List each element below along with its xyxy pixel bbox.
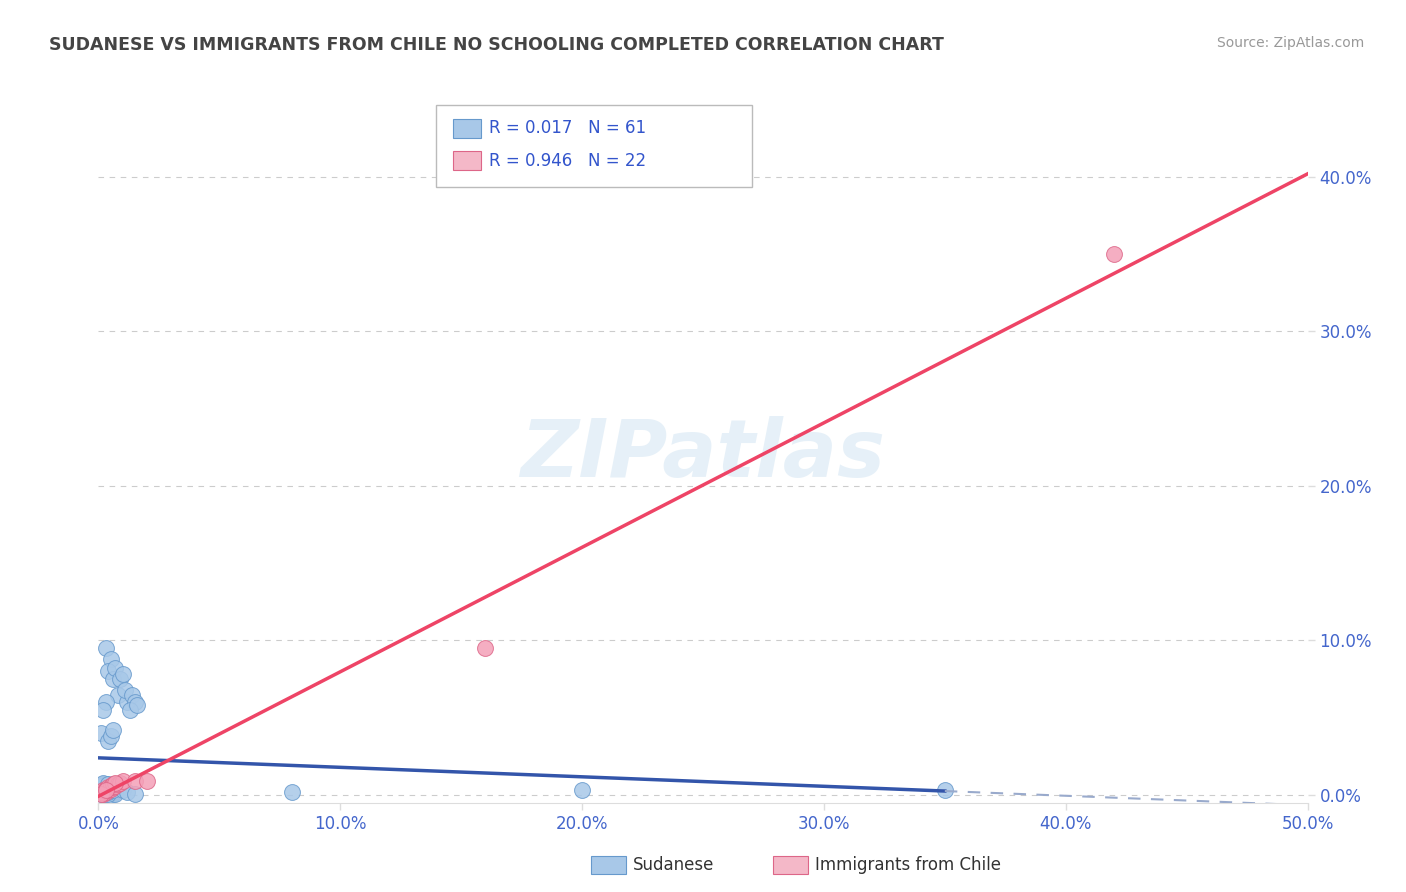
- Point: [91, 703, 114, 717]
- Point: [94, 785, 117, 799]
- Point: [114, 682, 136, 697]
- Text: Immigrants from Chile: Immigrants from Chile: [815, 856, 1001, 874]
- Point: [934, 783, 956, 797]
- Point: [124, 695, 146, 709]
- Point: [571, 783, 593, 797]
- Point: [111, 783, 134, 797]
- Point: [97, 780, 120, 795]
- Point: [108, 775, 131, 789]
- Point: [94, 783, 117, 797]
- Point: [107, 777, 129, 791]
- Point: [127, 698, 149, 713]
- Point: [474, 641, 496, 656]
- Point: [101, 777, 124, 791]
- Point: [91, 787, 114, 801]
- Point: [97, 777, 120, 791]
- Point: [108, 672, 131, 686]
- Point: [100, 781, 122, 796]
- Text: Source: ZipAtlas.com: Source: ZipAtlas.com: [1216, 36, 1364, 50]
- Point: [90, 783, 112, 797]
- Point: [100, 785, 122, 799]
- Point: [101, 672, 124, 686]
- Point: [124, 787, 146, 801]
- Point: [117, 695, 139, 709]
- Point: [90, 787, 112, 801]
- Point: [97, 783, 120, 797]
- Point: [90, 785, 112, 799]
- Text: R = 0.946   N = 22: R = 0.946 N = 22: [489, 152, 647, 169]
- Text: R = 0.017   N = 61: R = 0.017 N = 61: [489, 120, 647, 137]
- Point: [94, 781, 117, 796]
- Point: [91, 787, 114, 801]
- Point: [104, 787, 127, 801]
- Point: [107, 688, 129, 702]
- Point: [100, 783, 122, 797]
- Point: [94, 695, 117, 709]
- Point: [100, 781, 122, 796]
- Point: [90, 780, 112, 795]
- Point: [97, 780, 120, 795]
- Point: [97, 781, 120, 796]
- Point: [91, 783, 114, 797]
- Point: [94, 787, 117, 801]
- Point: [104, 779, 127, 793]
- Point: [94, 641, 117, 656]
- Point: [90, 779, 112, 793]
- Point: [91, 781, 114, 796]
- Point: [91, 779, 114, 793]
- Point: [101, 783, 124, 797]
- Text: ZIPatlas: ZIPatlas: [520, 416, 886, 494]
- Point: [94, 779, 117, 793]
- Point: [90, 726, 112, 740]
- Point: [94, 783, 117, 797]
- Point: [100, 652, 122, 666]
- Point: [97, 783, 120, 797]
- Point: [100, 729, 122, 743]
- Point: [94, 777, 117, 791]
- Point: [101, 787, 124, 801]
- Point: [104, 785, 127, 799]
- Point: [124, 774, 146, 789]
- Point: [97, 787, 120, 801]
- Point: [94, 780, 117, 795]
- Point: [101, 785, 124, 799]
- Point: [117, 785, 139, 799]
- Point: [97, 734, 120, 748]
- Point: [135, 774, 157, 789]
- Point: [104, 661, 127, 675]
- Point: [97, 785, 120, 799]
- Point: [281, 785, 304, 799]
- Point: [107, 783, 129, 797]
- Point: [111, 774, 134, 789]
- Point: [90, 787, 112, 801]
- Point: [97, 665, 120, 679]
- Point: [91, 775, 114, 789]
- Point: [91, 785, 114, 799]
- Point: [111, 667, 134, 681]
- Point: [118, 703, 141, 717]
- Point: [101, 723, 124, 738]
- Point: [121, 688, 143, 702]
- Point: [100, 779, 122, 793]
- Point: [91, 777, 114, 791]
- Point: [94, 785, 117, 799]
- Point: [90, 785, 112, 799]
- Text: SUDANESE VS IMMIGRANTS FROM CHILE NO SCHOOLING COMPLETED CORRELATION CHART: SUDANESE VS IMMIGRANTS FROM CHILE NO SCH…: [49, 36, 943, 54]
- Point: [94, 781, 117, 796]
- Point: [90, 781, 112, 796]
- Point: [91, 783, 114, 797]
- Point: [104, 775, 127, 789]
- Text: Sudanese: Sudanese: [633, 856, 714, 874]
- Point: [101, 780, 124, 795]
- Point: [1102, 247, 1125, 261]
